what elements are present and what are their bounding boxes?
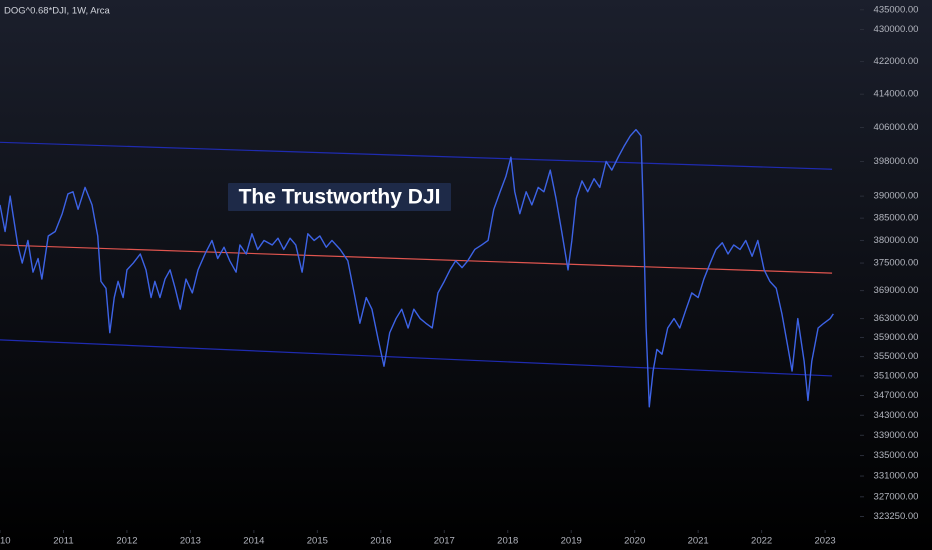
y-tick-label: 435000.00 — [874, 4, 919, 15]
y-tick-label: 347000.00 — [874, 390, 919, 401]
x-tick-label: 2012 — [116, 536, 137, 547]
y-tick-label: 343000.00 — [874, 410, 919, 421]
y-tick-label: 375000.00 — [874, 258, 919, 269]
x-tick-label: 10 — [0, 536, 11, 547]
x-tick-label: 2013 — [180, 536, 201, 547]
y-tick-label: 406000.00 — [874, 122, 919, 133]
y-tick-label: 323250.00 — [874, 511, 919, 522]
price-line — [0, 128, 834, 408]
y-tick-label: 335000.00 — [874, 450, 919, 461]
y-tick-label: 380000.00 — [874, 235, 919, 246]
y-tick-label: 390000.00 — [874, 191, 919, 202]
channel-line — [0, 141, 833, 170]
x-tick-label: 2017 — [434, 536, 455, 547]
y-tick-label: 422000.00 — [874, 56, 919, 67]
x-tick-label: 2018 — [497, 536, 518, 547]
y-tick-label: 398000.00 — [874, 156, 919, 167]
annotation: The Trustworthy DJI — [239, 186, 441, 209]
y-tick-label: 369000.00 — [874, 285, 919, 296]
x-tick-label: 2023 — [815, 536, 836, 547]
y-tick-label: 355000.00 — [874, 351, 919, 362]
x-tick-label: 2014 — [243, 536, 264, 547]
y-tick-label: 351000.00 — [874, 370, 919, 381]
y-tick-label: 414000.00 — [874, 89, 919, 100]
y-tick-label: 363000.00 — [874, 313, 919, 324]
y-tick-label: 327000.00 — [874, 491, 919, 502]
x-tick-label: 2022 — [751, 536, 772, 547]
x-tick-label: 2015 — [307, 536, 328, 547]
chart-title: DOG^0.68*DJI, 1W, Arca — [4, 6, 111, 17]
x-tick-label: 2019 — [561, 536, 582, 547]
y-tick-label: 430000.00 — [874, 24, 919, 35]
annotation-box — [228, 183, 451, 211]
y-tick-label: 385000.00 — [874, 213, 919, 224]
y-tick-label: 331000.00 — [874, 471, 919, 482]
y-tick-label: 359000.00 — [874, 332, 919, 343]
y-tick-label: 339000.00 — [874, 430, 919, 441]
x-tick-label: 2016 — [370, 536, 391, 547]
channel-line — [0, 339, 833, 377]
channel-line — [0, 244, 833, 274]
x-tick-label: 2021 — [688, 536, 709, 547]
x-tick-label: 2011 — [53, 536, 73, 547]
x-tick-label: 2020 — [624, 536, 645, 547]
